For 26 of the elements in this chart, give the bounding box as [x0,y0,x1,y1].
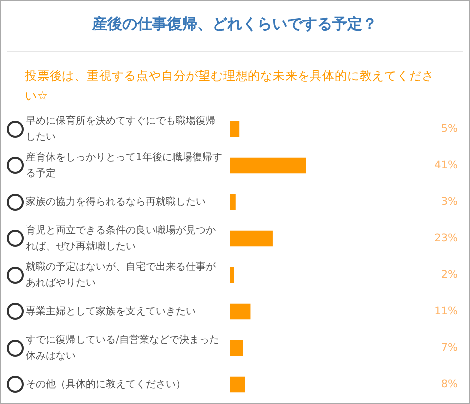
data-label: 3% [441,196,458,208]
bar [230,230,273,247]
bar [230,304,251,320]
data-label: 2% [441,268,458,281]
chart-subtitle: 投票後は、重視する点や自分が望む理想的な未来を具体的に教えてください☆ [25,68,436,105]
y-tick-label: 専業主婦として家族を支えていきたい [26,305,196,318]
y-tick-label: 育児と両立できる条件の良い職場が見つかれば、ぜひ再就職したい [26,224,216,252]
bar [230,340,244,356]
y-tick-label: 産育休をしっかりとって1年後に職場復帰する予定 [26,151,222,180]
data-label: 23% [434,232,458,244]
bar [230,376,246,393]
data-label: 8% [441,378,458,390]
y-tick-label: その他（具体的に教えてください） [26,378,186,390]
data-label: 11% [434,305,458,318]
chart-title: 産後の仕事復帰、どれくらいでする予定？ [91,14,378,35]
bar [230,267,234,284]
y-tick-label: 早めに保育所を決めてすぐにでも職場復帰したい [26,114,216,143]
y-tick-label: すでに復帰している/自営業などで決まった休みはない [26,334,220,362]
y-tick-label: 家族の協力を得られるなら再就職したい [26,196,206,208]
data-label: 7% [441,342,458,354]
data-label: 5% [441,122,458,135]
y-tick-label: 就職の予定はないが、自宅で出来る仕事があればやりたい [26,260,217,289]
bar [230,121,240,138]
bar [230,158,306,174]
bar [230,194,236,210]
data-label: 41% [434,159,458,172]
